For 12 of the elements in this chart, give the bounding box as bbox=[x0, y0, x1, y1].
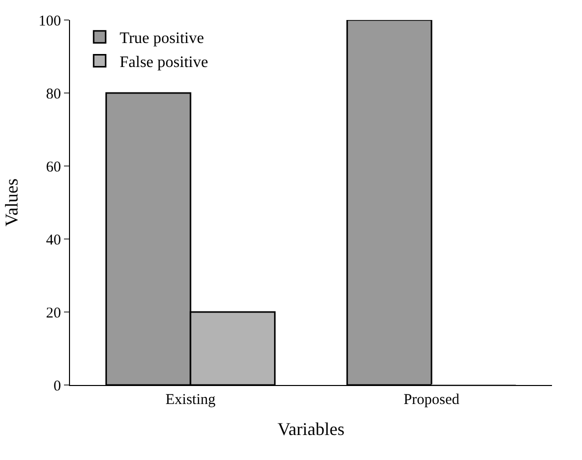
legend-label: False positive bbox=[120, 54, 208, 71]
x-tick-label: Existing bbox=[165, 392, 216, 408]
x-axis-title: Variables bbox=[278, 419, 344, 440]
y-tick-label: 80 bbox=[46, 86, 61, 102]
y-tick-label: 0 bbox=[54, 378, 61, 394]
legend-label: True positive bbox=[120, 30, 204, 48]
y-tick-label: 100 bbox=[38, 13, 61, 30]
y-tick-label: 60 bbox=[46, 159, 61, 176]
y-tick-label: 40 bbox=[46, 232, 61, 248]
y-tick-label: 20 bbox=[46, 305, 61, 322]
x-tick-label: Proposed bbox=[404, 392, 460, 408]
y-axis-title: Values bbox=[2, 178, 22, 226]
